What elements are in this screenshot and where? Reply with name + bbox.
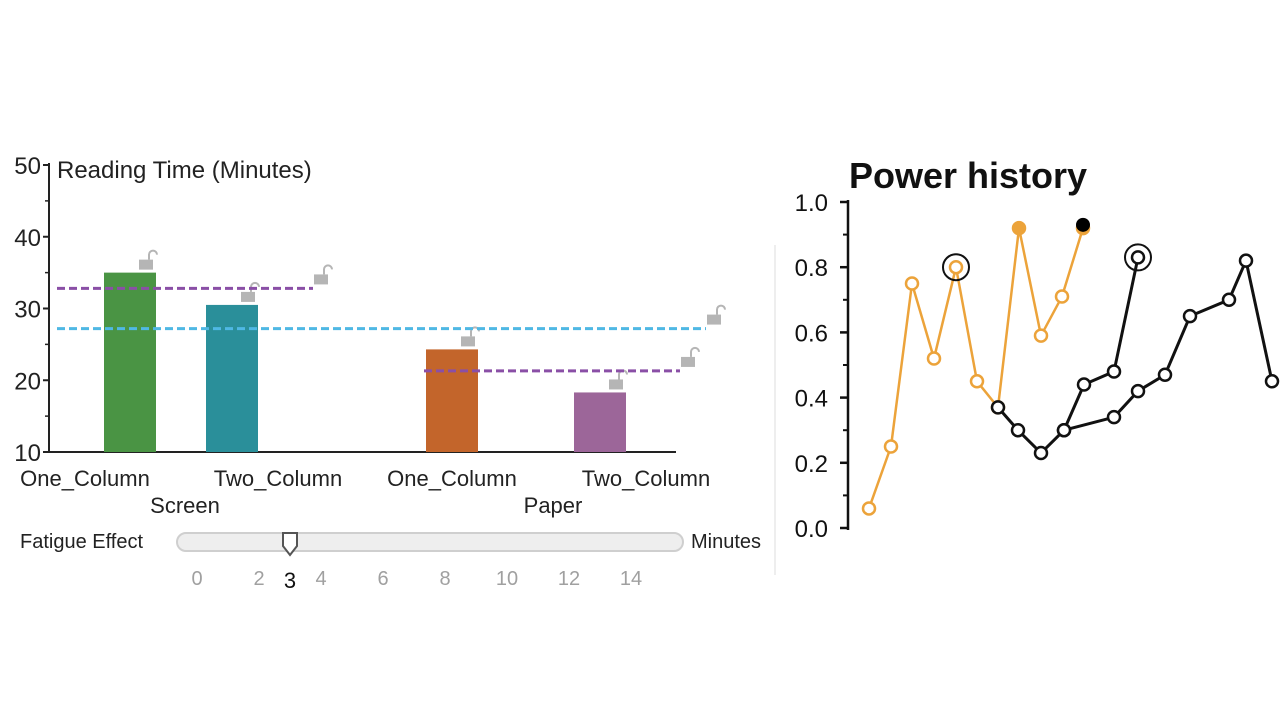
lock-icon (241, 291, 255, 302)
slider-tick-label: 4 (315, 568, 327, 590)
data-point (1054, 289, 1070, 304)
data-point (1010, 422, 1026, 438)
lock-shackle-icon (250, 281, 260, 292)
slider-tick-label: 12 (557, 568, 581, 590)
series-line (1063, 255, 1274, 432)
lock-icon (314, 274, 328, 285)
data-point-filled (1076, 217, 1090, 232)
data-point (1033, 445, 1049, 461)
lock-icon (609, 379, 623, 390)
series-line (867, 227, 1085, 509)
data-point (1182, 308, 1198, 324)
data-point (1221, 292, 1237, 308)
slider-tick-label: 14 (619, 568, 643, 590)
category-label: Two_Column (214, 466, 342, 491)
highlight-ring (942, 253, 970, 282)
data-point (904, 276, 920, 291)
lock-icon (681, 356, 695, 367)
lock-icon (139, 259, 153, 270)
data-point (990, 400, 1006, 415)
data-point (1130, 250, 1146, 265)
slider-unit-label: Minutes (691, 531, 762, 553)
data-point (1033, 328, 1049, 343)
chart-title: Power history (849, 155, 1087, 196)
data-point (1056, 422, 1072, 438)
slider-tick-labels: 0 2 4 6 8 10 12 14 (0, 568, 700, 598)
fatigue-effect-label: Fatigue Effect (20, 531, 144, 553)
data-point (883, 439, 899, 454)
data-point (1076, 377, 1092, 392)
data-point (1157, 367, 1173, 383)
fatigue-slider-handle[interactable] (281, 531, 299, 557)
data-point (1264, 374, 1280, 389)
y-tick-label: 50 (14, 153, 41, 180)
slider-tick-label: 0 (191, 568, 203, 590)
lock-shackle-icon (148, 249, 158, 260)
slider-current-value: 3 (283, 568, 297, 593)
group-label: Paper (524, 493, 583, 518)
y-tick-label: 30 (14, 297, 41, 324)
data-point (1106, 364, 1122, 379)
data-point (969, 374, 985, 389)
data-point (861, 501, 877, 516)
slider-tick-label: 6 (377, 568, 389, 590)
bar-one_column (426, 349, 478, 452)
fatigue-slider-track[interactable] (176, 532, 684, 552)
y-tick-label: 0.8 (795, 255, 828, 282)
category-label: One_Column (387, 466, 517, 491)
y-tick-label: 10 (14, 440, 41, 467)
y-tick-label: 1.0 (795, 190, 828, 217)
data-point (1130, 383, 1146, 399)
y-tick-label: 0.4 (795, 386, 828, 413)
category-label: One_Column (20, 466, 150, 491)
lock-shackle-icon (323, 264, 333, 275)
data-point (948, 259, 964, 275)
data-point (926, 351, 942, 366)
slider-tick-label: 10 (495, 568, 519, 590)
bar-two_column (574, 392, 626, 452)
lock-icon (461, 336, 475, 347)
lock-shackle-icon (690, 346, 700, 357)
slider-tick-label: 8 (439, 568, 451, 590)
lock-shackle-icon (470, 326, 480, 337)
data-point (1238, 253, 1254, 268)
y-tick-label: 20 (14, 368, 41, 395)
reading-time-bar-chart: 10 20 30 40 50 Reading Time (Minutes) One_Colu… (14, 153, 726, 518)
lock-shackle-icon (716, 304, 726, 315)
y-tick-label: 0.6 (795, 320, 828, 347)
y-tick-label: 40 (14, 225, 41, 252)
bar-one_column (104, 272, 156, 452)
data-point (1106, 409, 1122, 425)
lock-icon (707, 314, 721, 325)
category-label: Two_Column (582, 466, 710, 491)
data-point (1011, 220, 1027, 236)
slider-tick-label: 2 (253, 568, 265, 590)
highlight-ring (1124, 243, 1152, 272)
y-tick-label: 0.0 (795, 516, 828, 543)
group-label: Screen (150, 493, 220, 518)
chart-title: Reading Time (Minutes) (57, 157, 312, 184)
y-tick-label: 0.2 (795, 451, 828, 478)
